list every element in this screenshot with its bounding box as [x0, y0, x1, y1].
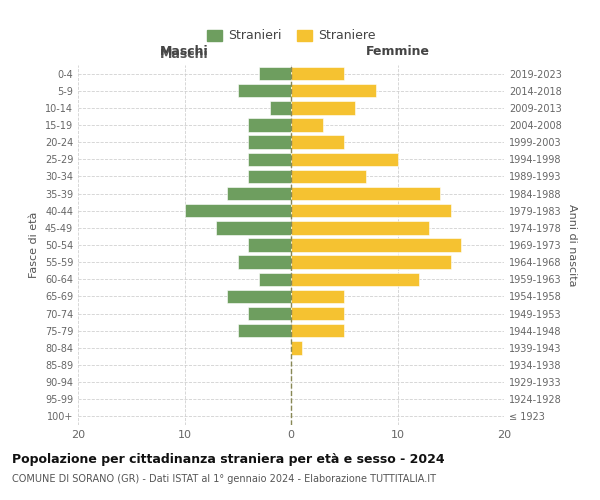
Bar [291, 187, 440, 200]
Text: Femmine: Femmine [365, 45, 430, 58]
Bar [238, 84, 291, 98]
Bar [291, 152, 398, 166]
Bar [291, 118, 323, 132]
Text: Maschi: Maschi [160, 48, 209, 62]
Bar [291, 101, 355, 114]
Bar [291, 307, 344, 320]
Text: Maschi: Maschi [160, 45, 209, 58]
Bar [217, 221, 291, 234]
Bar [259, 67, 291, 80]
Bar [238, 256, 291, 269]
Bar [248, 170, 291, 183]
Legend: Stranieri, Straniere: Stranieri, Straniere [202, 24, 380, 48]
Bar [238, 324, 291, 338]
Bar [259, 272, 291, 286]
Bar [291, 341, 302, 354]
Bar [291, 204, 451, 218]
Text: COMUNE DI SORANO (GR) - Dati ISTAT al 1° gennaio 2024 - Elaborazione TUTTITALIA.: COMUNE DI SORANO (GR) - Dati ISTAT al 1°… [12, 474, 436, 484]
Bar [248, 118, 291, 132]
Bar [185, 204, 291, 218]
Bar [291, 221, 430, 234]
Bar [291, 170, 365, 183]
Bar [227, 290, 291, 303]
Bar [248, 136, 291, 149]
Bar [291, 84, 376, 98]
Bar [291, 272, 419, 286]
Y-axis label: Anni di nascita: Anni di nascita [567, 204, 577, 286]
Bar [248, 307, 291, 320]
Bar [291, 324, 344, 338]
Y-axis label: Fasce di età: Fasce di età [29, 212, 39, 278]
Bar [291, 136, 344, 149]
Bar [248, 238, 291, 252]
Bar [291, 67, 344, 80]
Text: Popolazione per cittadinanza straniera per età e sesso - 2024: Popolazione per cittadinanza straniera p… [12, 452, 445, 466]
Bar [291, 256, 451, 269]
Bar [291, 238, 461, 252]
Bar [248, 152, 291, 166]
Bar [270, 101, 291, 114]
Bar [291, 290, 344, 303]
Bar [227, 187, 291, 200]
